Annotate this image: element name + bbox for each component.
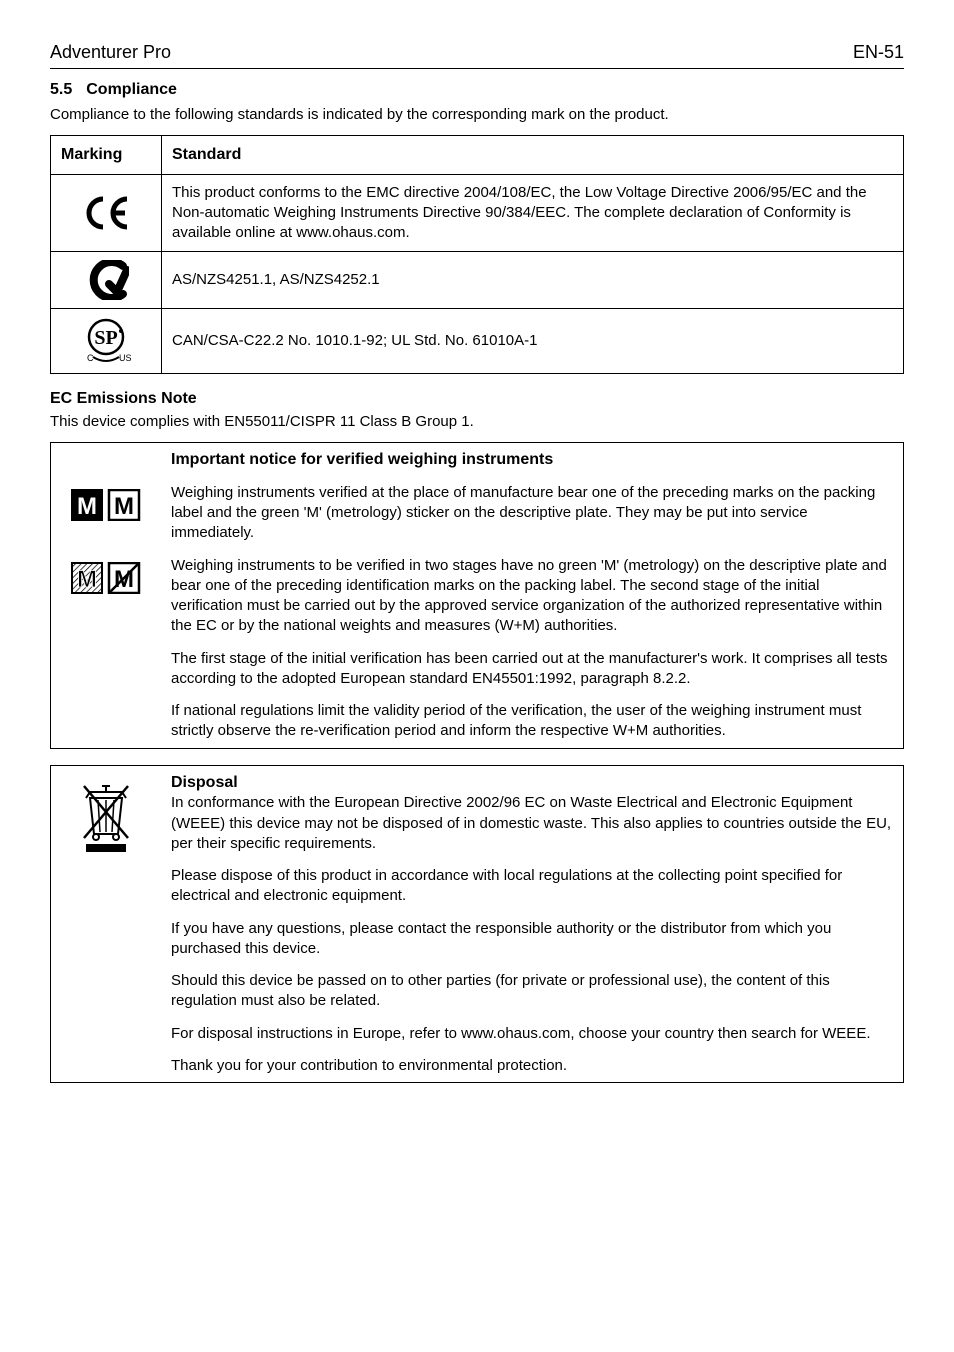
- svg-text:M: M: [77, 493, 97, 520]
- disposal-row: If you have any questions, please contac…: [51, 913, 904, 966]
- disposal-para-2: Please dispose of this product in accord…: [161, 860, 904, 913]
- notice-row: If national regulations limit the validi…: [51, 695, 904, 748]
- notice-table: Important notice for verified weighing i…: [50, 442, 904, 748]
- m-hatched-cell: M M: [51, 550, 162, 643]
- disposal-row: Thank you for your contribution to envir…: [51, 1050, 904, 1083]
- disposal-table: Disposal In conformance with the Europea…: [50, 765, 904, 1083]
- notice-extra-2: If national regulations limit the validi…: [161, 695, 904, 748]
- svg-text:M: M: [114, 493, 134, 520]
- disposal-row: Please dispose of this product in accord…: [51, 860, 904, 913]
- m-solid-icon: M M: [71, 489, 141, 521]
- disposal-title: Disposal: [171, 774, 238, 791]
- header-right: EN-51: [853, 40, 904, 64]
- m-hatched-icon: M M: [71, 562, 141, 594]
- table-header-row: Marking Standard: [51, 136, 904, 175]
- table-row: AS/NZS4251.1, AS/NZS4252.1: [51, 252, 904, 309]
- notice-extra-1: The first stage of the initial verificat…: [161, 643, 904, 696]
- notice-empty-cell: [51, 443, 162, 477]
- disposal-para-6: Thank you for your contribution to envir…: [161, 1050, 904, 1083]
- ce-icon: [81, 195, 131, 231]
- compliance-table: Marking Standard This product conforms t…: [50, 135, 904, 374]
- notice-text-2: Weighing instruments to be verified in t…: [161, 550, 904, 643]
- csa-icon-cell: SP C US: [51, 309, 162, 374]
- svg-text:US: US: [119, 353, 132, 363]
- notice-empty-cell: [51, 695, 162, 748]
- emissions-title: EC Emissions Note: [50, 388, 904, 410]
- notice-row: The first stage of the initial verificat…: [51, 643, 904, 696]
- disposal-title-cell: Disposal In conformance with the Europea…: [161, 765, 904, 860]
- notice-title-row: Important notice for verified weighing i…: [51, 443, 904, 477]
- ce-text: This product conforms to the EMC directi…: [162, 174, 904, 252]
- section-intro: Compliance to the following standards is…: [50, 105, 904, 125]
- notice-empty-cell: [51, 643, 162, 696]
- notice-row: M M Weighing instruments to be verified …: [51, 550, 904, 643]
- ctick-icon-cell: [51, 252, 162, 309]
- svg-text:M: M: [77, 566, 97, 593]
- emissions-text: This device complies with EN55011/CISPR …: [50, 412, 904, 432]
- disposal-row: Should this device be passed on to other…: [51, 965, 904, 1018]
- disposal-para-4: Should this device be passed on to other…: [161, 965, 904, 1018]
- disposal-para-1: In conformance with the European Directi…: [171, 794, 891, 852]
- m-solid-cell: M M: [51, 477, 162, 550]
- notice-title: Important notice for verified weighing i…: [171, 449, 893, 471]
- disposal-row: Disposal In conformance with the Europea…: [51, 765, 904, 860]
- ctick-icon: [83, 260, 129, 300]
- table-row: This product conforms to the EMC directi…: [51, 174, 904, 252]
- table-row: SP C US CAN/CSA-C22.2 No. 1010.1-92; UL …: [51, 309, 904, 374]
- disposal-para-3: If you have any questions, please contac…: [161, 913, 904, 966]
- section-heading: 5.5 Compliance: [50, 79, 904, 101]
- section-title: Compliance: [86, 81, 177, 98]
- csa-text: CAN/CSA-C22.2 No. 1010.1-92; UL Std. No.…: [162, 309, 904, 374]
- csa-icon: SP C US: [79, 317, 133, 365]
- section-number: 5.5: [50, 79, 72, 101]
- header-left: Adventurer Pro: [50, 40, 171, 64]
- weee-icon: [76, 778, 136, 854]
- page-header: Adventurer Pro EN-51: [50, 40, 904, 69]
- disposal-row: For disposal instructions in Europe, ref…: [51, 1018, 904, 1050]
- col-standard: Standard: [162, 136, 904, 175]
- disposal-para-5: For disposal instructions in Europe, ref…: [161, 1018, 904, 1050]
- svg-text:SP: SP: [94, 327, 117, 349]
- ctick-text: AS/NZS4251.1, AS/NZS4252.1: [162, 252, 904, 309]
- ce-icon-cell: [51, 174, 162, 252]
- col-marking: Marking: [51, 136, 162, 175]
- notice-row: M M Weighing instruments verified at the…: [51, 477, 904, 550]
- weee-icon-cell: [51, 765, 162, 1082]
- notice-text-1: Weighing instruments verified at the pla…: [161, 477, 904, 550]
